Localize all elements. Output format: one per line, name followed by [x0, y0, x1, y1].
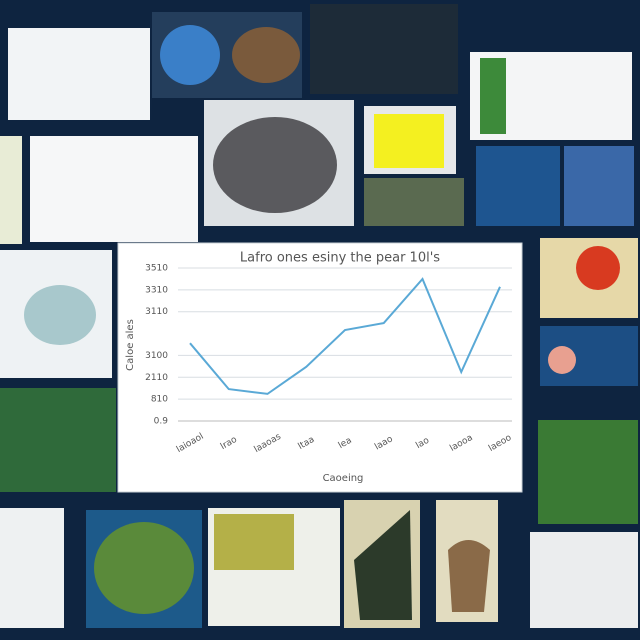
- y-tick-label: 3110: [145, 307, 168, 317]
- tile-image: [480, 58, 506, 134]
- y-tick-label: 3510: [145, 264, 168, 274]
- tile: [564, 146, 634, 226]
- tile-image: [448, 540, 490, 612]
- y-tick-label: 0.9: [154, 417, 169, 427]
- y-tick-label: 2110: [145, 373, 168, 383]
- tile-image: [24, 285, 96, 345]
- tile-image: [232, 27, 300, 83]
- data-line: [189, 277, 501, 395]
- tile-image: [354, 510, 412, 620]
- chart-card: [117, 242, 523, 493]
- y-tick-label: 3100: [145, 351, 168, 361]
- chart-title: Lafro ones esiny the pear 10l's: [240, 251, 440, 266]
- tile: [310, 4, 458, 94]
- background-tiles: [0, 4, 638, 628]
- tile-image: [374, 114, 444, 168]
- y-axis-label: Caloe ales: [125, 319, 136, 371]
- tile: [530, 532, 638, 628]
- y-tick-label: 3310: [145, 285, 168, 295]
- tile-image: [213, 117, 337, 213]
- tile-image: [548, 346, 576, 374]
- tile: [30, 136, 198, 242]
- tile-image: [214, 514, 294, 570]
- tile-image: [94, 522, 194, 614]
- tile: [476, 146, 560, 226]
- tile-image: [576, 246, 620, 290]
- tile-image: [160, 25, 220, 85]
- tile: [538, 420, 638, 524]
- tile: [0, 136, 22, 244]
- tile: [0, 388, 116, 492]
- tile: [364, 178, 464, 226]
- tile: [0, 508, 64, 628]
- tile: [8, 28, 150, 120]
- x-axis-label: Caoeing: [323, 473, 364, 484]
- y-tick-label: 810: [151, 395, 168, 405]
